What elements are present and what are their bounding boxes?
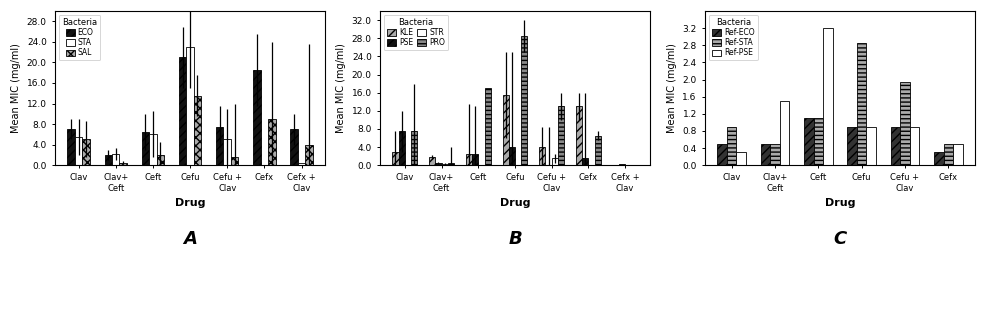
X-axis label: Drug: Drug: [500, 198, 530, 208]
Bar: [944, 144, 953, 165]
X-axis label: Drug: Drug: [175, 198, 205, 208]
Legend: Ref-ECO, Ref-STA, Ref-PSE: Ref-ECO, Ref-STA, Ref-PSE: [709, 15, 758, 60]
Bar: [953, 144, 962, 165]
Bar: [224, 140, 231, 165]
Bar: [804, 118, 813, 165]
Bar: [291, 129, 298, 165]
Bar: [448, 163, 454, 165]
Bar: [558, 106, 564, 165]
Bar: [231, 157, 239, 165]
Text: B: B: [508, 230, 522, 248]
Bar: [298, 162, 306, 165]
Bar: [847, 126, 857, 165]
Bar: [539, 147, 545, 165]
Legend: ECO, STA, SAL: ECO, STA, SAL: [59, 15, 101, 60]
Y-axis label: Mean MIC (mg/ml): Mean MIC (mg/ml): [11, 43, 21, 133]
Bar: [552, 158, 558, 165]
Bar: [890, 126, 900, 165]
Bar: [67, 129, 75, 165]
Bar: [727, 126, 737, 165]
Bar: [306, 144, 313, 165]
Bar: [472, 154, 478, 165]
Bar: [411, 131, 417, 165]
Bar: [813, 118, 823, 165]
Bar: [910, 126, 919, 165]
Bar: [900, 82, 910, 165]
Bar: [105, 155, 112, 165]
Bar: [82, 140, 90, 165]
Y-axis label: Mean MIC (mg/ml): Mean MIC (mg/ml): [336, 43, 346, 133]
Bar: [442, 164, 448, 165]
Bar: [737, 152, 746, 165]
Bar: [595, 136, 600, 165]
Bar: [216, 126, 224, 165]
Bar: [619, 164, 625, 165]
Bar: [770, 144, 780, 165]
Bar: [268, 119, 275, 165]
Bar: [576, 106, 582, 165]
Text: A: A: [183, 230, 197, 248]
Bar: [823, 28, 832, 165]
Bar: [142, 132, 149, 165]
Bar: [119, 162, 127, 165]
Bar: [522, 36, 528, 165]
Bar: [435, 163, 442, 165]
Bar: [503, 95, 509, 165]
Bar: [75, 137, 82, 165]
Text: C: C: [833, 230, 847, 248]
Bar: [718, 144, 727, 165]
Bar: [392, 152, 398, 165]
Bar: [186, 47, 194, 165]
Bar: [157, 155, 164, 165]
Bar: [194, 96, 201, 165]
Bar: [867, 126, 876, 165]
Bar: [760, 144, 770, 165]
Bar: [582, 158, 589, 165]
Bar: [509, 147, 515, 165]
Bar: [484, 88, 491, 165]
Bar: [780, 101, 789, 165]
Bar: [178, 57, 186, 165]
Bar: [112, 154, 119, 165]
Bar: [934, 152, 944, 165]
Bar: [398, 131, 405, 165]
Bar: [429, 157, 435, 165]
Bar: [149, 134, 157, 165]
Bar: [465, 154, 472, 165]
Bar: [857, 43, 867, 165]
X-axis label: Drug: Drug: [824, 198, 855, 208]
Y-axis label: Mean MIC (mg/ml): Mean MIC (mg/ml): [667, 43, 676, 133]
Bar: [253, 70, 260, 165]
Legend: KLE, PSE, STR, PRO: KLE, PSE, STR, PRO: [384, 15, 449, 50]
